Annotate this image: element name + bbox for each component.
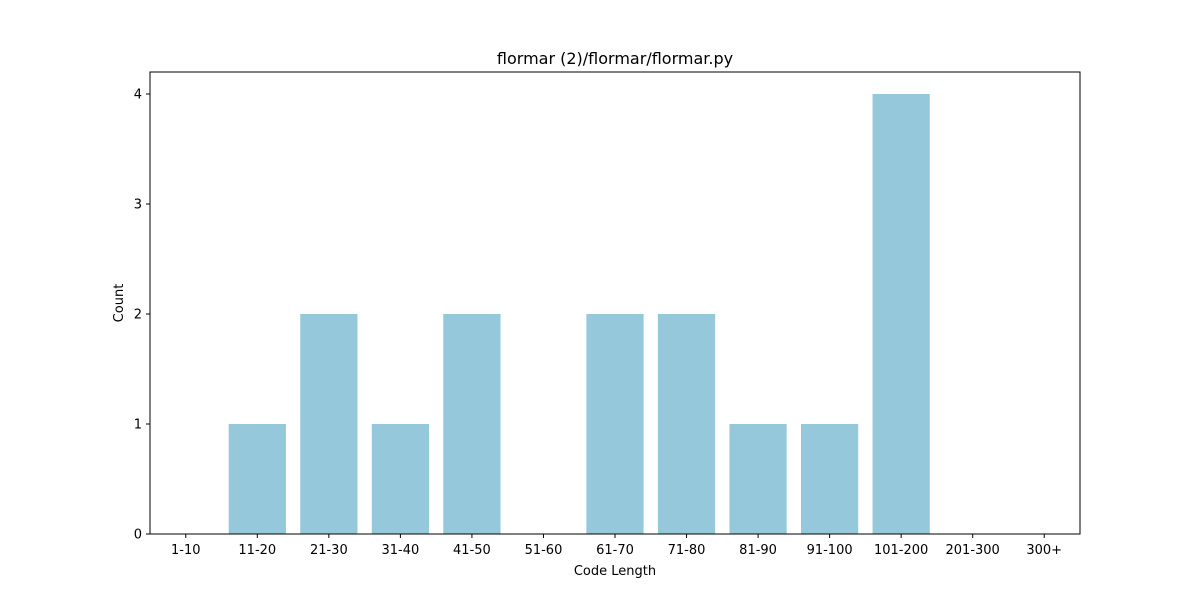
- x-tick-label: 81-90: [739, 543, 777, 558]
- bar-101-200: [872, 94, 930, 534]
- x-axis-label: Code Length: [574, 564, 656, 579]
- x-tick-label: 61-70: [596, 543, 634, 558]
- bar-41-50: [443, 314, 501, 534]
- x-tick-label: 21-30: [310, 543, 348, 558]
- y-tick-label: 4: [134, 88, 142, 103]
- bar-61-70: [586, 314, 644, 534]
- y-tick-label: 2: [134, 308, 142, 323]
- y-axis-label: Count: [112, 284, 127, 323]
- x-tick-label: 300+: [1026, 543, 1062, 558]
- bar-21-30: [300, 314, 358, 534]
- chart-title: flormar (2)/flormar/flormar.py: [497, 49, 733, 68]
- x-tick-label: 51-60: [525, 543, 563, 558]
- x-tick-label: 201-300: [946, 543, 1000, 558]
- y-axis: 0 1 2 3 4: [134, 88, 150, 543]
- y-tick-label: 0: [134, 528, 142, 543]
- bar-81-90: [729, 424, 787, 534]
- bar-31-40: [371, 424, 429, 534]
- x-tick-label: 31-40: [381, 543, 419, 558]
- bar-11-20: [228, 424, 286, 534]
- plot-area: [228, 94, 930, 534]
- x-tick-label: 71-80: [668, 543, 706, 558]
- bar-71-80: [657, 314, 716, 534]
- x-tick-label: 91-100: [807, 543, 853, 558]
- x-tick-label: 41-50: [453, 543, 491, 558]
- x-tick-label: 101-200: [874, 543, 928, 558]
- bar-91-100: [801, 424, 859, 534]
- x-tick-label: 1-10: [171, 543, 201, 558]
- x-axis: 1-10 11-20 21-30 31-40 41-50 51-60 61-70 71-80 8…: [171, 534, 1062, 558]
- y-tick-label: 3: [134, 198, 142, 213]
- y-tick-label: 1: [134, 418, 142, 433]
- x-tick-label: 11-20: [238, 543, 276, 558]
